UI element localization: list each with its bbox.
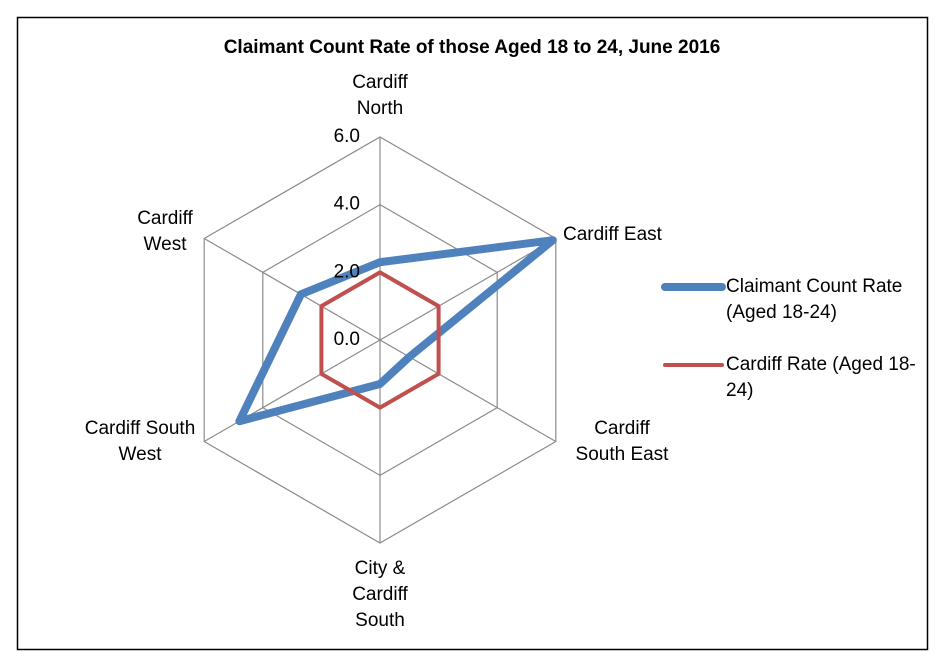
- category-label: Cardiff North: [352, 72, 408, 119]
- legend-label: Claimant Count Rate (Aged 18-24): [726, 276, 903, 323]
- series-line: [235, 236, 557, 426]
- category-label: Cardiff West: [137, 208, 193, 255]
- tick-label: 4.0: [334, 194, 360, 215]
- spoke: [203, 237, 381, 341]
- legend-label: Cardiff Rate (Aged 18-24): [726, 354, 916, 401]
- category-label: Cardiff South East: [575, 418, 669, 465]
- tick-label: 2.0: [334, 261, 360, 282]
- tick-label: 6.0: [334, 126, 360, 147]
- series-line: [319, 270, 441, 410]
- category-label: City & Cardiff South: [352, 558, 408, 631]
- spoke: [203, 339, 381, 443]
- chart-title: Claimant Count Rate of those Aged 18 to …: [224, 37, 721, 58]
- chart-border: [16, 16, 929, 651]
- spoke: [379, 237, 557, 341]
- category-label: Cardiff East: [563, 224, 662, 245]
- tick-label: 0.0: [334, 329, 360, 350]
- category-label: Cardiff South West: [84, 418, 196, 465]
